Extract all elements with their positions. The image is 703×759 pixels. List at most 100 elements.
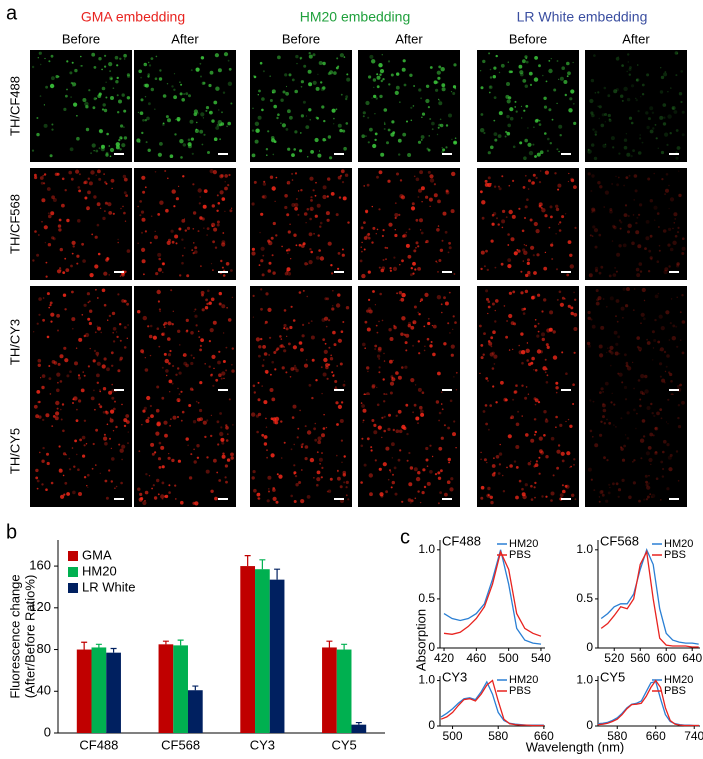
micrograph-speck (493, 363, 496, 365)
micrograph-speck (610, 351, 614, 355)
micrograph-speck (538, 456, 541, 459)
micrograph-speck (303, 212, 308, 216)
micrograph-speck (433, 80, 438, 85)
micrograph-speck (110, 447, 113, 450)
micrograph-speck (513, 460, 517, 463)
micrograph-speck (290, 367, 295, 371)
micrograph-speck (290, 258, 292, 260)
micrograph-speck (329, 70, 334, 75)
micrograph-speck (632, 214, 635, 216)
micrograph-speck (365, 211, 368, 214)
micrograph-speck (366, 183, 370, 187)
micrograph-speck (259, 61, 263, 65)
micrograph-speck (573, 458, 576, 461)
micrograph-speck (667, 455, 672, 460)
micrograph-speck (522, 59, 526, 64)
micrograph-speck (524, 84, 528, 88)
micrograph-speck (283, 327, 286, 330)
chart-title: CY5 (600, 669, 625, 684)
micrograph-speck (374, 304, 376, 306)
micrograph-speck (275, 500, 279, 504)
micrograph-speck (663, 269, 668, 275)
micrograph-speck (408, 451, 411, 455)
micrograph (250, 168, 352, 280)
micrograph-speck (681, 320, 686, 324)
micrograph-speck (264, 320, 268, 324)
micrograph-speck (448, 241, 451, 245)
micrograph-speck (51, 195, 55, 200)
micrograph-speck (176, 117, 181, 121)
micrograph-speck (595, 301, 600, 306)
micrograph-speck (385, 393, 388, 396)
micrograph-speck (71, 240, 76, 245)
micrograph-speck (108, 390, 113, 395)
micrograph-speck (609, 345, 614, 350)
micrograph-speck (642, 317, 646, 321)
micrograph-speck (216, 471, 219, 474)
micrograph-speck (87, 486, 89, 488)
micrograph-speck (537, 322, 540, 325)
error-bar (341, 643, 348, 650)
micrograph-speck (392, 473, 394, 476)
micrograph-speck (592, 436, 594, 438)
micrograph-speck (38, 51, 42, 55)
micrograph-speck (84, 180, 88, 185)
micrograph-speck (420, 186, 425, 191)
micrograph-speck (490, 345, 493, 348)
micrograph-speck (110, 480, 114, 483)
micrograph-speck (332, 330, 336, 335)
micrograph-speck (650, 402, 653, 406)
micrograph-speck (181, 254, 184, 257)
micrograph-speck (573, 291, 575, 294)
micrograph-speck (122, 174, 127, 179)
micrograph-speck (405, 231, 408, 234)
micrograph-speck (438, 101, 443, 106)
micrograph-speck (159, 310, 161, 313)
micrograph-speck (280, 420, 283, 423)
micrograph-speck (65, 94, 68, 98)
micrograph-speck (598, 105, 602, 109)
micrograph-speck (89, 347, 91, 350)
micrograph-speck (599, 433, 603, 437)
micrograph-speck (488, 85, 493, 90)
micrograph-speck (382, 378, 385, 381)
micrograph-speck (326, 297, 330, 301)
micrograph-speck (589, 429, 593, 433)
micrograph-speck (681, 133, 685, 137)
micrograph-speck (657, 147, 659, 149)
micrograph-speck (345, 486, 348, 489)
micrograph-speck (502, 490, 506, 493)
micrograph-speck (222, 332, 225, 334)
micrograph-speck (94, 264, 99, 269)
panel-label: b (6, 521, 17, 543)
micrograph-speck (340, 93, 343, 96)
micrograph-speck (46, 187, 51, 191)
micrograph-speck (602, 298, 605, 300)
micrograph-speck (430, 341, 433, 343)
micrograph-speck (491, 464, 496, 468)
micrograph-speck (369, 127, 373, 132)
micrograph-speck (375, 324, 378, 327)
micrograph-speck (321, 105, 325, 109)
micrograph-speck (620, 417, 623, 420)
micrograph-speck (91, 143, 96, 148)
micrograph-speck (158, 345, 161, 348)
micrograph-speck (150, 414, 154, 418)
micrograph-speck (480, 190, 483, 194)
micrograph-speck (498, 463, 501, 466)
micrograph-speck (337, 267, 340, 270)
micrograph-speck (186, 329, 189, 332)
micrograph-speck (485, 422, 488, 426)
micrograph-speck (110, 351, 114, 355)
micrograph-speck (194, 308, 197, 311)
micrograph-speck (423, 349, 426, 352)
micrograph-speck (367, 270, 371, 274)
micrograph-speck (445, 146, 448, 149)
micrograph-speck (77, 186, 81, 189)
micrograph-speck (599, 490, 604, 495)
micrograph-speck (205, 469, 210, 474)
micrograph-speck (148, 475, 151, 477)
micrograph-speck (39, 451, 41, 454)
spectrum-line (600, 547, 699, 645)
micrograph-speck (570, 311, 574, 316)
